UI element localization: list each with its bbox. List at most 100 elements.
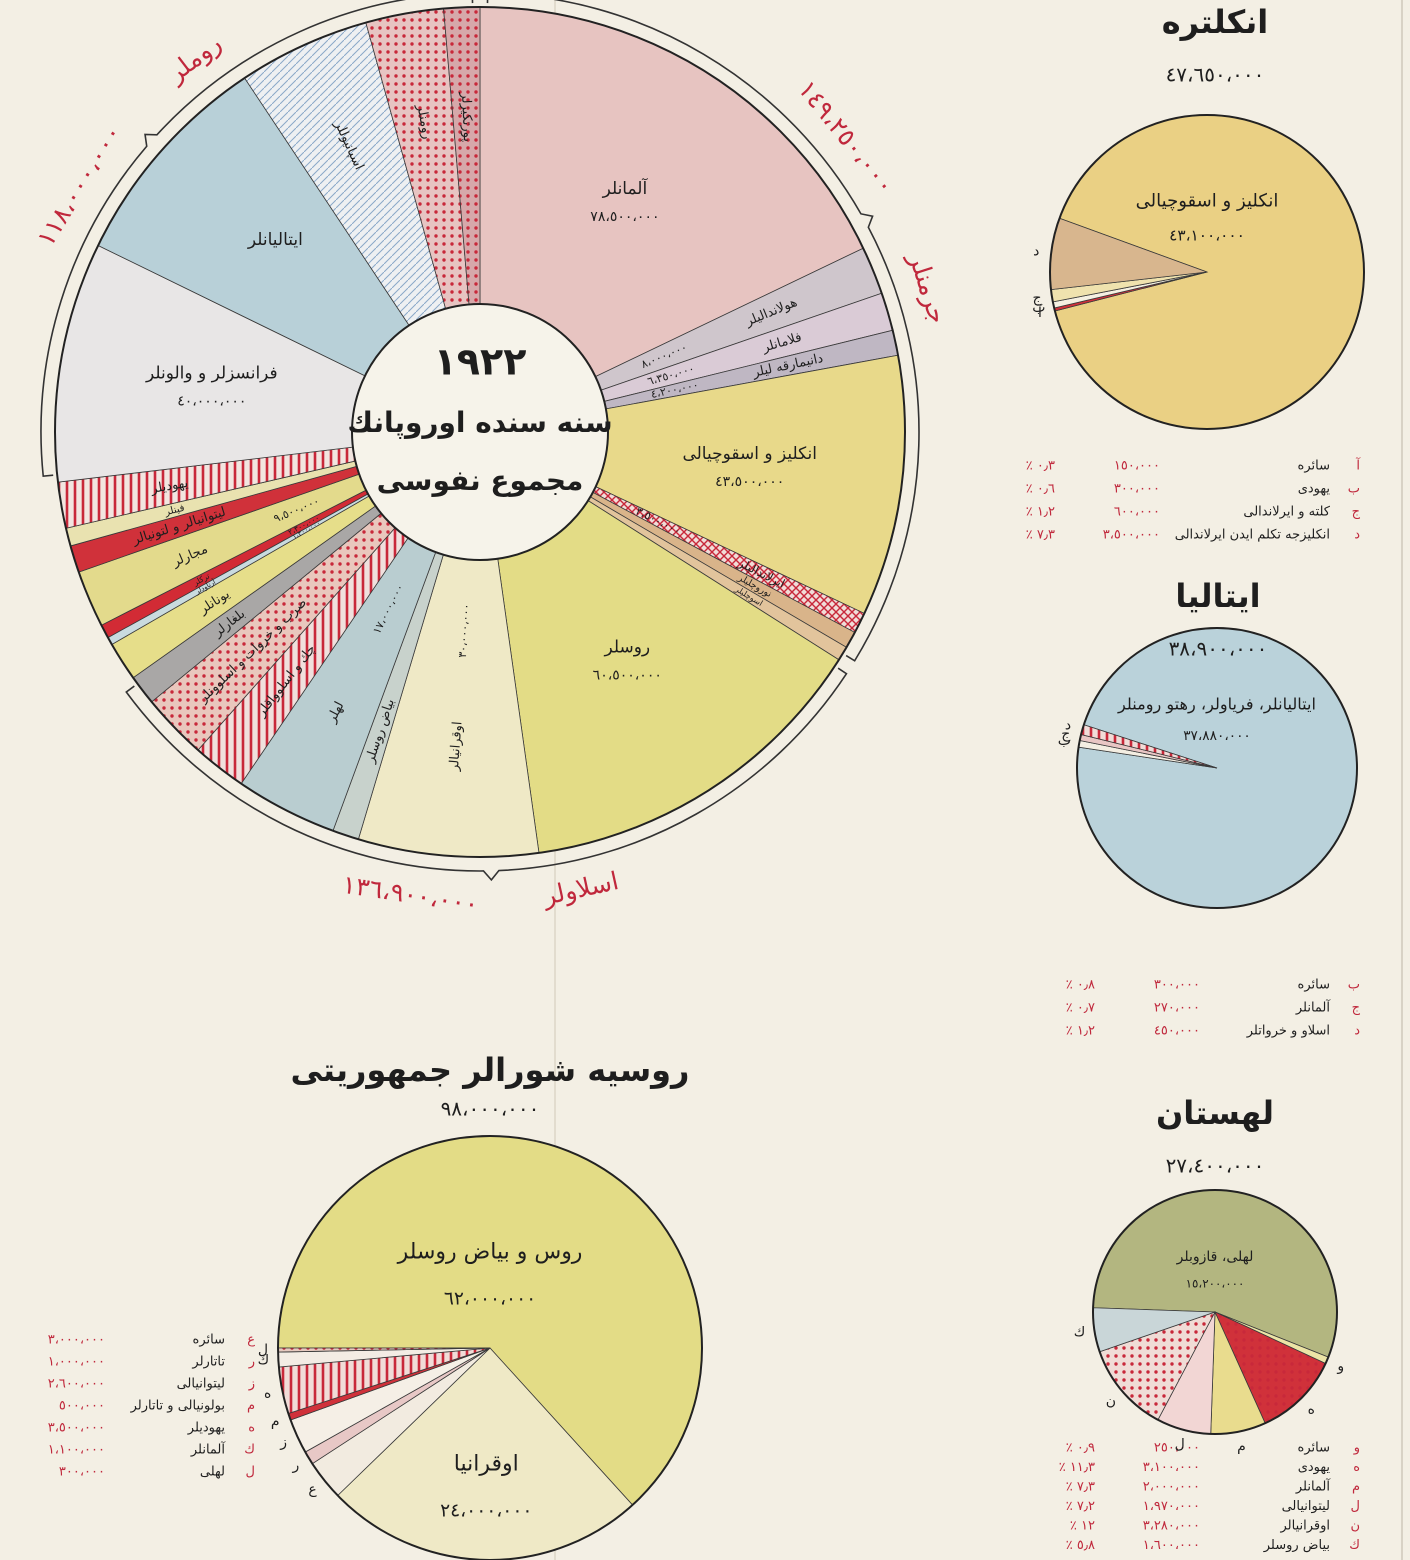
chart-subtitle: مجموع نفوسى (377, 464, 584, 497)
chart-total: ٢٧،٤٠٠،٠٠٠ (1166, 1154, 1265, 1178)
legend-value: ٣٠٠،٠٠٠ (59, 1465, 105, 1480)
legend-label: سائره (1298, 459, 1330, 474)
legend-label: سائره (1298, 1441, 1330, 1456)
legend-key: ر (248, 1355, 255, 1370)
legend-value: ١٥٠،٠٠٠ (1114, 459, 1160, 474)
legend-value: ٣،٥٠٠،٠٠٠ (1103, 528, 1160, 543)
legend-percent: ٪ ٧٫٢ (1066, 1499, 1095, 1514)
legend-value: ١،٦٠٠،٠٠٠ (1143, 1538, 1200, 1553)
legend-key: د (1354, 528, 1360, 543)
legend-percent: ٪ ٥٫٨ (1066, 1538, 1095, 1553)
legend-percent: ٪ ١٫٢ (1066, 1024, 1095, 1039)
slice-label: انكلیز و اسقوچیالی (1136, 190, 1279, 211)
slice-label: رومنلر (413, 102, 434, 140)
slice-key: ر (291, 1458, 299, 1474)
chart-title: لهستان (1156, 1094, 1274, 1132)
legend-label: اسلاو و خرواتلر (1246, 1024, 1330, 1039)
chart-title: ایتالیا (1175, 577, 1260, 615)
legend-label: انكلیزجه تكلم ایدن ایرلاندالی (1175, 528, 1330, 543)
slice-value-label: ٤٠،٠٠٠،٠٠٠ (177, 394, 246, 410)
legend-percent: ٪ ٠٫٩ (1066, 1441, 1095, 1456)
slice-key: ه (1308, 1401, 1315, 1417)
legend-value: ١،٠٠٠،٠٠٠ (48, 1355, 105, 1370)
slice-key: ب (1058, 733, 1071, 749)
slice-label: لهلی، قازوبلر (1176, 1249, 1254, 1265)
slice-value-label: ٦٠،٥٠٠،٠٠٠ (593, 668, 662, 684)
slice-key: ل (1175, 1436, 1185, 1452)
pie-outline (277, 1135, 703, 1560)
slice-label: روس و بیاض روسلر (397, 1240, 583, 1265)
slice-key: آ (1037, 304, 1043, 321)
slice-key: ج (1061, 726, 1071, 742)
legend-percent: ٪ ٠٫٨ (1066, 978, 1095, 993)
pie-outline (1076, 627, 1358, 909)
legend-key: ن (1350, 1519, 1360, 1534)
chart-title: روسیه شورالر جمهوریتی (291, 1051, 690, 1089)
slice-key: ز (279, 1435, 287, 1451)
legend-value: ٣٠٠،٠٠٠ (1114, 482, 1160, 497)
legend-key: ل (1351, 1499, 1360, 1514)
slice-label: انكلیز و اسقوچیالی (682, 444, 817, 464)
legend-percent: ٪ ٠٫٦ (1026, 482, 1055, 497)
legend-key: ج (1352, 505, 1361, 520)
chart-total: ٤٧،٦٥٠،٠٠٠ (1166, 63, 1265, 87)
chart-title: انكلتره (1162, 3, 1269, 41)
slice-key: د (1065, 717, 1071, 733)
legend-value: ٢٥٠،٠٠٠ (1154, 1441, 1200, 1456)
slice-key: د (1033, 244, 1039, 260)
legend-label: یهودی (1298, 1460, 1331, 1475)
legend-percent: ٪ ٠٫٧ (1066, 1001, 1095, 1016)
legend-label: سائره (193, 1333, 225, 1348)
chart-total: ٩٨،٠٠٠،٠٠٠ (441, 1097, 540, 1121)
legend-value: ٣،٢٨٠،٠٠٠ (1143, 1519, 1200, 1534)
slice-key: م (1237, 1438, 1246, 1454)
slice-key: ل (258, 1342, 268, 1358)
legend-value: ٣،٠٠٠،٠٠٠ (48, 1333, 105, 1348)
legend-label: آلمانلر (1295, 999, 1332, 1016)
legend-value: ١،١٠٠،٠٠٠ (48, 1443, 105, 1458)
legend-value: ٣٠٠،٠٠٠ (1154, 978, 1200, 993)
legend-label: تاتارلر (191, 1355, 225, 1370)
slice-label: ایتالیانلر، فریاولر، رهتو رومنلر (1117, 695, 1316, 715)
slice-key: ك (258, 1352, 270, 1368)
legend-key: د (1354, 1024, 1360, 1039)
legend-key: م (1352, 1480, 1360, 1495)
legend-label: اوقرانیالر (1279, 1519, 1330, 1534)
legend-value: ٤٥٠،٠٠٠ (1154, 1024, 1200, 1039)
slice-value-label: ٢٤،٠٠٠،٠٠٠ (440, 1501, 532, 1522)
legend-label: لیتوانیالی (1282, 1499, 1330, 1514)
slice-label: فینلر (163, 503, 186, 519)
slice-label: ایتالیانلر (247, 230, 303, 250)
slice-value-label: ٤٣،١٠٠،٠٠٠ (1169, 226, 1245, 244)
slice-key: ن (1106, 1393, 1116, 1409)
slice-key: و (1336, 1358, 1344, 1374)
pie-outline (1092, 1189, 1338, 1435)
legend-percent: ٪ ٧٫٣ (1066, 1480, 1095, 1495)
slice-label: پورتكیزلر (458, 91, 475, 143)
pie-outline (54, 6, 906, 858)
chart-title: ١٩٢٢ (434, 340, 527, 384)
slice-key: ع (308, 1482, 317, 1498)
pie-outline (1049, 114, 1365, 430)
legend-key: ع (247, 1333, 255, 1348)
legend-label: سائره (1298, 978, 1330, 993)
legend-key: ه (1353, 1460, 1360, 1475)
legend-label: یهودی (1298, 482, 1331, 497)
legend-percent: ٪ ١١٫٣ (1059, 1460, 1095, 1475)
legend-value: ٦٠٠،٠٠٠ (1114, 505, 1160, 520)
legend-value: ٣،١٠٠،٠٠٠ (1143, 1460, 1200, 1475)
slice-key: ك (1074, 1324, 1086, 1340)
legend-label: آلمانلر (190, 1441, 227, 1458)
slice-key: م (271, 1414, 280, 1430)
slice-key: ب (1032, 300, 1045, 316)
center-disc (351, 303, 609, 561)
legend-key: ج (1352, 1001, 1361, 1016)
chart-subtitle: سنه سنده اوروپانك (347, 406, 612, 439)
legend-key: و (1353, 1441, 1360, 1456)
slice-value-label: ٣٧،٨٨٠،٠٠٠ (1183, 728, 1251, 744)
legend-key: ز (248, 1377, 255, 1392)
legend-key: ه (248, 1421, 255, 1436)
slice-key: ه (264, 1386, 271, 1402)
